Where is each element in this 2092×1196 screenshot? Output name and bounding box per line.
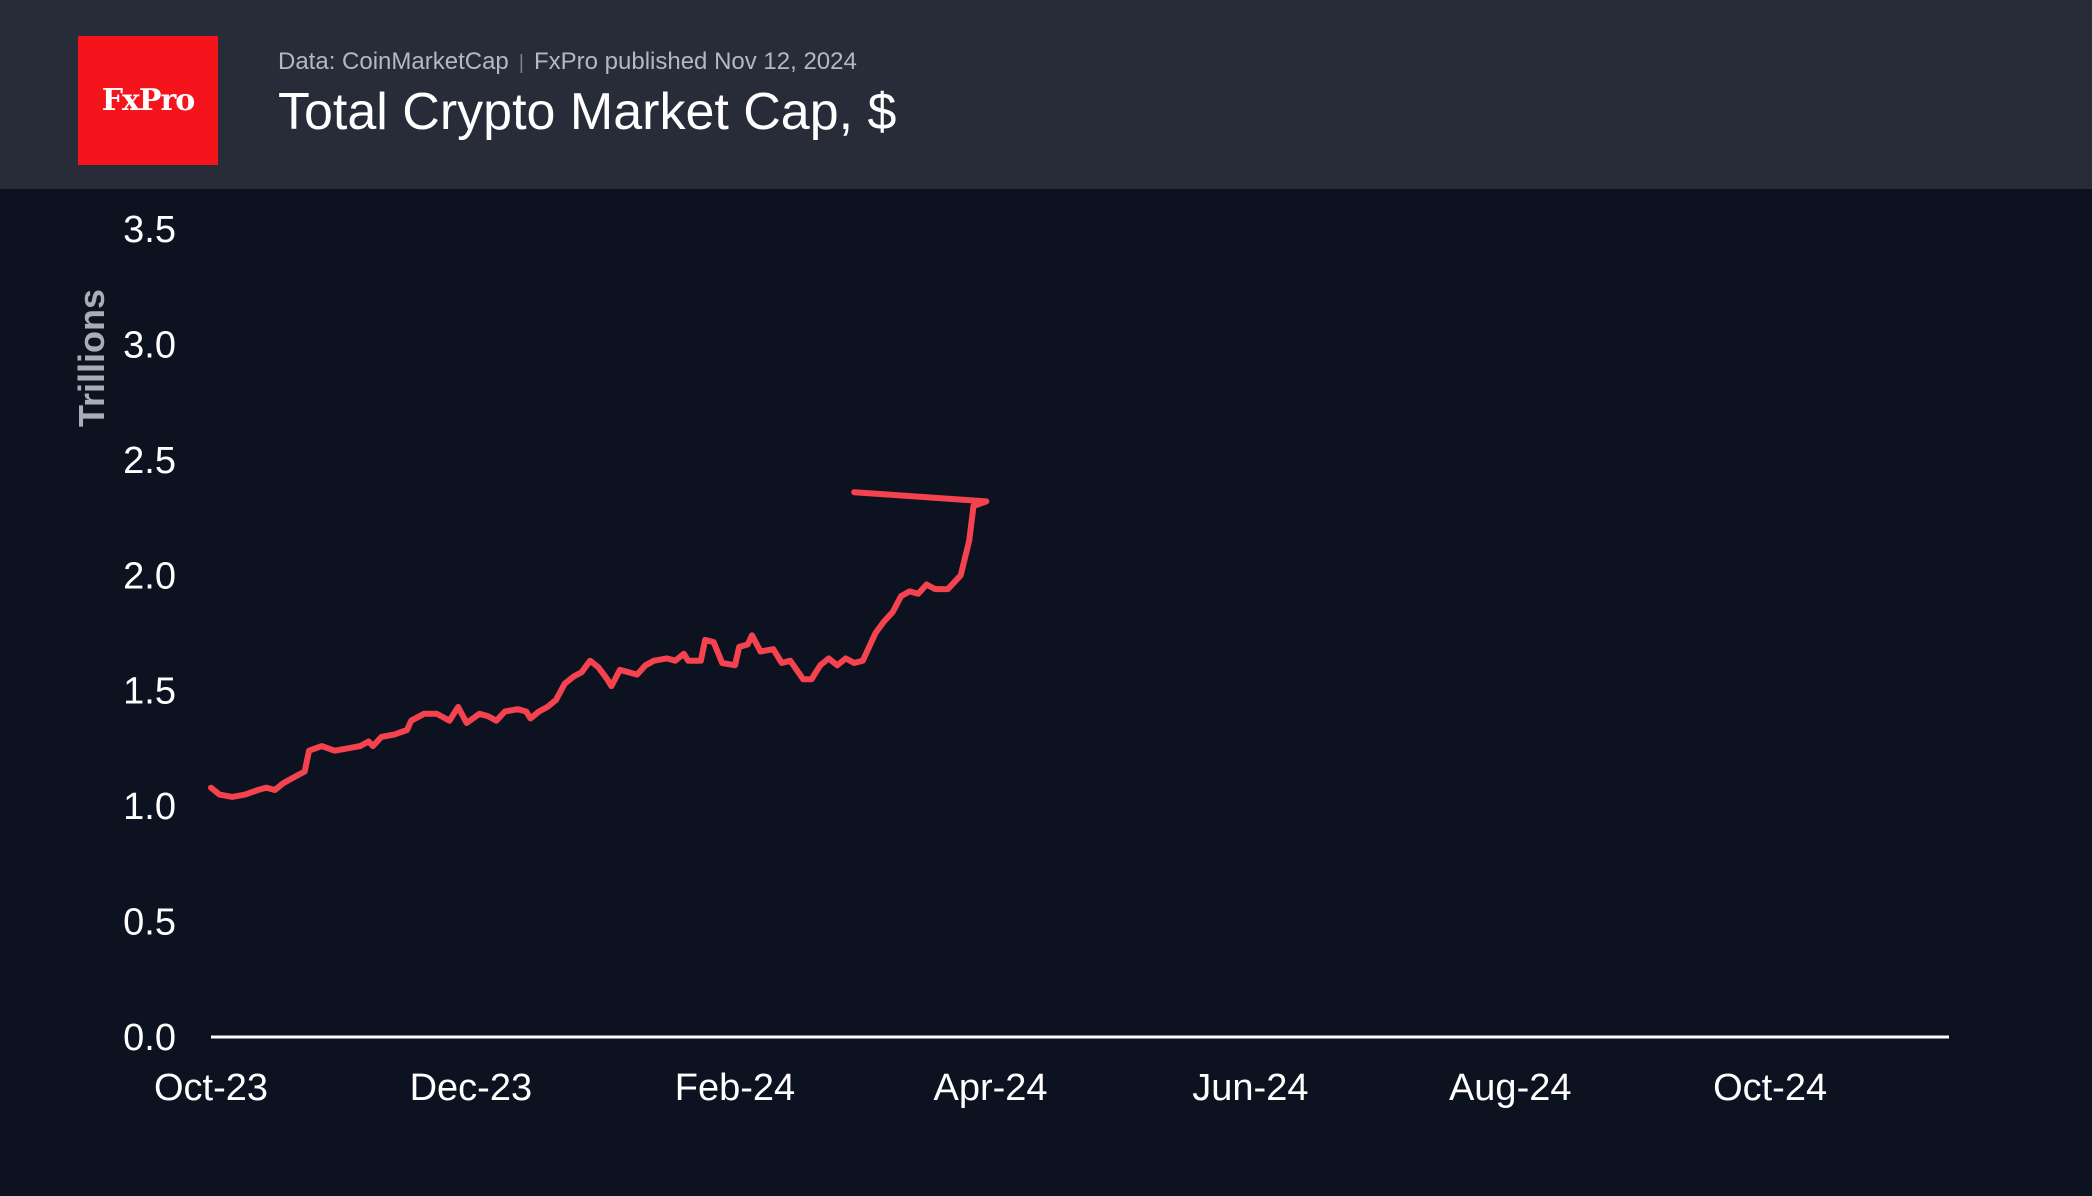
x-tick-label: Feb-24 [675,1067,795,1109]
logo-text: FxPro [101,83,196,118]
y-tick-label: 1.5 [123,671,176,713]
y-tick-label: 3.0 [123,324,176,366]
market-cap-line [208,489,990,800]
chart-title: Total Crypto Market Cap, $ [278,83,897,141]
data-source: Data: CoinMarketCap [278,48,509,75]
source-line: Data: CoinMarketCap | FxPro published Nov … [278,48,857,76]
y-axis-label: Trillions [71,289,112,427]
y-tick-label: 2.5 [123,440,176,482]
y-tick-label: 2.0 [123,555,176,597]
x-tick-label: Oct-23 [154,1067,268,1109]
y-tick-label: 0.0 [123,1017,176,1059]
y-tick-label: 3.5 [123,209,176,251]
x-tick-label: Dec-23 [410,1067,533,1109]
y-axis: 0.0 0.5 1.0 1.5 2.0 2.5 3.0 3.5 [123,209,176,1059]
x-tick-label: Jun-24 [1192,1067,1308,1109]
fxpro-logo: FxPro [78,36,218,165]
y-tick-label: 1.0 [123,786,176,828]
x-tick-label: Apr-24 [934,1067,1048,1109]
publisher-note: FxPro published Nov 12, 2024 [533,48,857,75]
x-axis: Oct-23 Dec-23 Feb-24 Apr-24 Jun-24 Aug-24 Oct-… [154,1067,1827,1109]
y-tick-label: 0.5 [123,902,176,944]
chart-header: FxPro Data: CoinMarketCap | FxPro publishe… [0,0,2092,189]
x-tick-label: Aug-24 [1449,1067,1572,1109]
separator: | [518,52,524,74]
x-tick-label: Oct-24 [1713,1067,1827,1109]
